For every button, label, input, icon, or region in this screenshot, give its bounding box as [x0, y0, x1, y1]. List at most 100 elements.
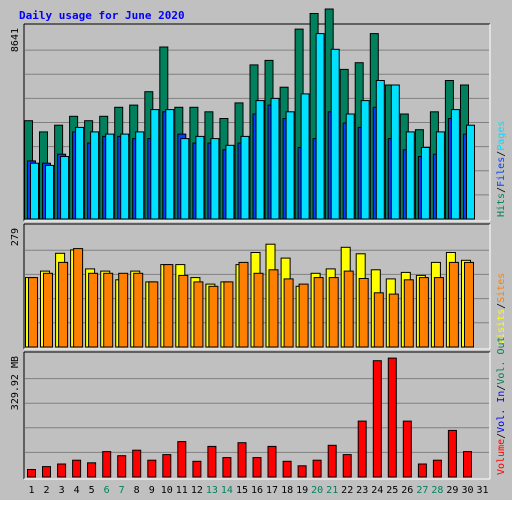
- x-axis-labels: 1 2 3 4 5 6 7 8 9 10 11 12 13 14 15 16 17 18 19 20 21 22 23 24 2…: [28, 485, 488, 496]
- legend-hits-files-pages: Hits/Files/Pages: [496, 121, 507, 217]
- x-tick-label: 12: [191, 485, 203, 496]
- bar: [30, 162, 39, 220]
- legend-entry: Sites: [496, 273, 507, 303]
- legend-volume: Volume/Vol. In/Vol. Out: [496, 336, 507, 475]
- x-tick-label: 17: [266, 485, 278, 496]
- y-axis-max-label: 329.92 MB: [10, 356, 21, 410]
- bar: [315, 33, 325, 220]
- bar: [58, 261, 69, 348]
- x-tick-label: 5: [89, 485, 95, 496]
- bar: [72, 459, 82, 478]
- bar: [417, 463, 427, 478]
- legend-entry: Hits: [496, 193, 507, 217]
- x-tick-label: 4: [74, 485, 80, 496]
- panel-volume: 329.92 MB: [10, 351, 491, 480]
- bar: [360, 100, 370, 220]
- bar: [73, 248, 84, 348]
- bar: [388, 293, 399, 348]
- bar: [300, 93, 310, 220]
- bar: [162, 454, 172, 478]
- bar: [222, 457, 232, 478]
- x-tick-label: 3: [59, 485, 65, 496]
- bar: [255, 100, 265, 220]
- legend-entry: /: [496, 385, 507, 391]
- bar: [402, 420, 412, 478]
- bar: [297, 465, 307, 478]
- bar: [447, 429, 457, 478]
- legend-entry: Pages: [496, 121, 507, 151]
- bar: [165, 109, 175, 220]
- bar: [45, 164, 54, 220]
- legend-entry: Files: [496, 157, 507, 187]
- bar: [43, 272, 53, 348]
- bar: [342, 454, 352, 478]
- bar: [225, 144, 235, 220]
- x-tick-label: 28: [431, 485, 443, 496]
- bar: [27, 469, 36, 478]
- bar: [267, 445, 277, 478]
- bar: [420, 147, 430, 220]
- y-axis-max-label: 8641: [10, 28, 21, 52]
- series-pages: [30, 33, 475, 220]
- legend-entry: /: [496, 303, 507, 309]
- bar: [435, 131, 445, 220]
- x-tick-label: 25: [386, 485, 398, 496]
- bar: [223, 281, 234, 348]
- y-axis-max-label: 279: [10, 228, 21, 246]
- chart-title: Daily usage for June 2020: [19, 9, 185, 22]
- x-tick-label: 1: [28, 485, 34, 496]
- bar: [312, 459, 322, 478]
- bar: [268, 269, 279, 348]
- x-tick-label: 13: [206, 485, 218, 496]
- bar: [285, 111, 295, 220]
- bar: [463, 451, 472, 478]
- panel-hits-files-pages: 8641: [10, 8, 491, 222]
- bar: [193, 281, 204, 348]
- bar: [403, 279, 414, 348]
- bar: [120, 133, 130, 220]
- bar: [387, 357, 397, 478]
- x-tick-label: 20: [311, 485, 323, 496]
- bar: [75, 126, 85, 220]
- bar: [163, 264, 174, 348]
- legend-entry: /: [496, 151, 507, 157]
- bar: [87, 462, 97, 478]
- x-tick-label: 23: [356, 485, 368, 496]
- bar: [195, 135, 205, 220]
- legend-entry: /: [496, 433, 507, 439]
- x-tick-label: 24: [371, 485, 383, 496]
- bar: [357, 420, 367, 478]
- series-volume: [27, 357, 472, 478]
- bar: [118, 272, 129, 348]
- x-tick-label: 29: [446, 485, 458, 496]
- bar: [208, 285, 219, 348]
- legend-entry: Vol. Out: [496, 336, 507, 384]
- bar: [238, 261, 249, 348]
- x-tick-label: 11: [176, 485, 188, 496]
- legend-entry: /: [496, 187, 507, 193]
- bar: [105, 133, 115, 220]
- x-tick-label: 27: [416, 485, 428, 496]
- x-tick-label: 9: [149, 485, 155, 496]
- bar: [373, 292, 384, 348]
- bar: [132, 449, 142, 478]
- bar: [177, 441, 187, 478]
- bar: [405, 131, 415, 220]
- bar: [135, 131, 145, 220]
- x-tick-label: 21: [326, 485, 338, 496]
- bar: [147, 459, 157, 478]
- bar: [270, 97, 280, 220]
- bar: [390, 84, 400, 220]
- x-tick-label: 22: [341, 485, 353, 496]
- bar: [253, 272, 264, 348]
- bar: [282, 460, 292, 478]
- x-tick-label: 18: [281, 485, 293, 496]
- bar: [466, 124, 475, 220]
- bar: [298, 283, 309, 348]
- bar: [343, 270, 354, 348]
- bar: [90, 131, 100, 220]
- bar: [448, 261, 459, 348]
- bar: [103, 272, 114, 348]
